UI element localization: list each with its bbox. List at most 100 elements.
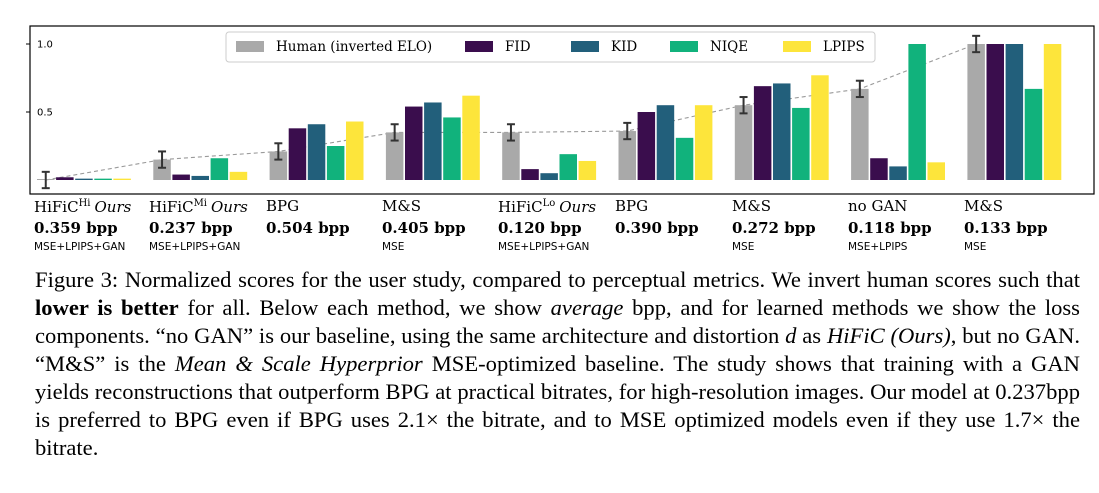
bar-fid [172, 174, 190, 180]
method-name: HiFiCMi Ours [149, 198, 248, 216]
method-loss: MSE+LPIPS+GAN [34, 241, 126, 253]
plot-frame [29, 25, 1095, 195]
bar-kid [75, 178, 93, 180]
method-label: M&S 0.133 bpp MSE [964, 199, 1084, 253]
method-name: no GAN [848, 197, 908, 215]
bar-kid [889, 166, 907, 180]
bar-kid [307, 124, 326, 180]
method-loss: MSE+LPIPS+GAN [498, 241, 590, 253]
method-bpp: 0.133 bpp [964, 219, 1048, 237]
bar-fid [753, 86, 772, 180]
bar-human-inverted-elo [385, 132, 404, 180]
legend-label: FID [505, 39, 531, 55]
legend-label: NIQE [710, 39, 748, 55]
bar-niqe [675, 137, 694, 180]
bar-human-inverted-elo [153, 159, 171, 180]
bar-niqe [94, 178, 112, 180]
bar-niqe [210, 158, 229, 180]
bar-kid [540, 173, 558, 180]
bar-fid [870, 158, 888, 180]
bar-fid [56, 177, 74, 180]
bar-niqe [559, 154, 577, 180]
method-name: M&S [964, 197, 1003, 215]
bar-human-inverted-elo [269, 151, 288, 180]
bar-lpips [113, 178, 131, 180]
bar-fid [986, 44, 1004, 180]
method-label: M&S 0.272 bpp MSE [732, 199, 852, 253]
bar-lpips [1043, 44, 1062, 180]
method-loss: MSE [382, 241, 405, 253]
legend-swatch [571, 41, 599, 52]
method-bpp: 0.390 bpp [615, 219, 699, 237]
method-label: HiFiCHi Ours 0.359 bpp MSE+LPIPS+GAN [34, 199, 154, 253]
method-labels: HiFiCHi Ours 0.359 bpp MSE+LPIPS+GAN HiFi… [0, 199, 1099, 265]
legend-swatch [670, 41, 698, 52]
legend-swatch [783, 41, 811, 52]
method-name: M&S [732, 197, 771, 215]
y-tick-label: 1.0 [37, 40, 53, 51]
method-bpp: 0.272 bpp [732, 219, 816, 237]
human-trend-line [45, 43, 977, 181]
method-loss: MSE+LPIPS [848, 241, 908, 253]
bar-lpips [346, 121, 364, 180]
bar-lpips [694, 105, 713, 180]
method-bpp: 0.359 bpp [34, 219, 118, 237]
legend-swatch [236, 41, 264, 52]
bar-lpips [578, 160, 597, 180]
legend-box [225, 31, 876, 63]
legend-swatch [465, 41, 493, 52]
method-name: BPG [615, 197, 649, 215]
bar-lpips [927, 162, 945, 180]
method-loss: MSE [964, 241, 987, 253]
bar-fid [521, 169, 539, 180]
bar-human-inverted-elo [851, 88, 869, 180]
method-label: BPG 0.390 bpp [615, 199, 735, 242]
method-label: HiFiCMi Ours 0.237 bpp MSE+LPIPS+GAN [149, 199, 269, 253]
method-name: HiFiCLo Ours [498, 198, 597, 216]
legend-label: KID [611, 39, 637, 55]
bar-niqe [1024, 88, 1043, 180]
bar-human-inverted-elo [967, 44, 985, 180]
bar-fid [637, 112, 656, 180]
figure-caption: Figure 3: Normalized scores for the user… [35, 267, 1081, 460]
method-bpp: 0.405 bpp [382, 219, 466, 237]
bar-lpips [462, 95, 480, 180]
method-name: HiFiCHi Ours [34, 198, 132, 216]
method-bpp: 0.118 bpp [848, 219, 932, 237]
method-bpp: 0.237 bpp [149, 219, 233, 237]
bar-kid [424, 102, 442, 180]
bar-human-inverted-elo [502, 132, 520, 180]
bar-kid [1005, 44, 1024, 180]
trend-line [45, 43, 977, 181]
bar-niqe [908, 44, 926, 180]
legend: Human (inverted ELO) FID KID NIQE LPIPS [225, 31, 876, 63]
bar-niqe [792, 107, 810, 180]
y-axis: 0.5 1.0 [26, 40, 53, 119]
bar-human-inverted-elo [734, 105, 753, 180]
method-bpp: 0.504 bpp [266, 219, 350, 237]
bar-lpips [229, 171, 248, 180]
method-bpp: 0.120 bpp [498, 219, 582, 237]
bar-lpips [811, 75, 829, 180]
bar-niqe [326, 146, 345, 180]
bar-kid [773, 83, 791, 180]
method-loss: MSE [732, 241, 755, 253]
method-name: BPG [266, 197, 300, 215]
chart: 0.5 1.0 Human (inverted ELO) FID KID NIQE LPI… [26, 25, 1095, 195]
bar-kid [656, 105, 675, 180]
bar-human-inverted-elo [618, 131, 636, 180]
legend-label: Human (inverted ELO) [276, 39, 432, 55]
method-name: M&S [382, 197, 421, 215]
bar-kid [191, 175, 209, 180]
method-label: BPG 0.504 bpp [266, 199, 386, 242]
method-loss: MSE+LPIPS+GAN [149, 241, 241, 253]
method-label: HiFiCLo Ours 0.120 bpp MSE+LPIPS+GAN [498, 199, 618, 253]
bar-fid [405, 106, 423, 180]
y-tick-label: 0.5 [37, 108, 53, 119]
legend-label: LPIPS [823, 39, 865, 55]
method-label: M&S 0.405 bpp MSE [382, 199, 502, 253]
bars [37, 44, 1062, 180]
method-label: no GAN 0.118 bpp MSE+LPIPS [848, 199, 968, 253]
bar-niqe [443, 117, 461, 180]
bar-fid [288, 128, 307, 180]
